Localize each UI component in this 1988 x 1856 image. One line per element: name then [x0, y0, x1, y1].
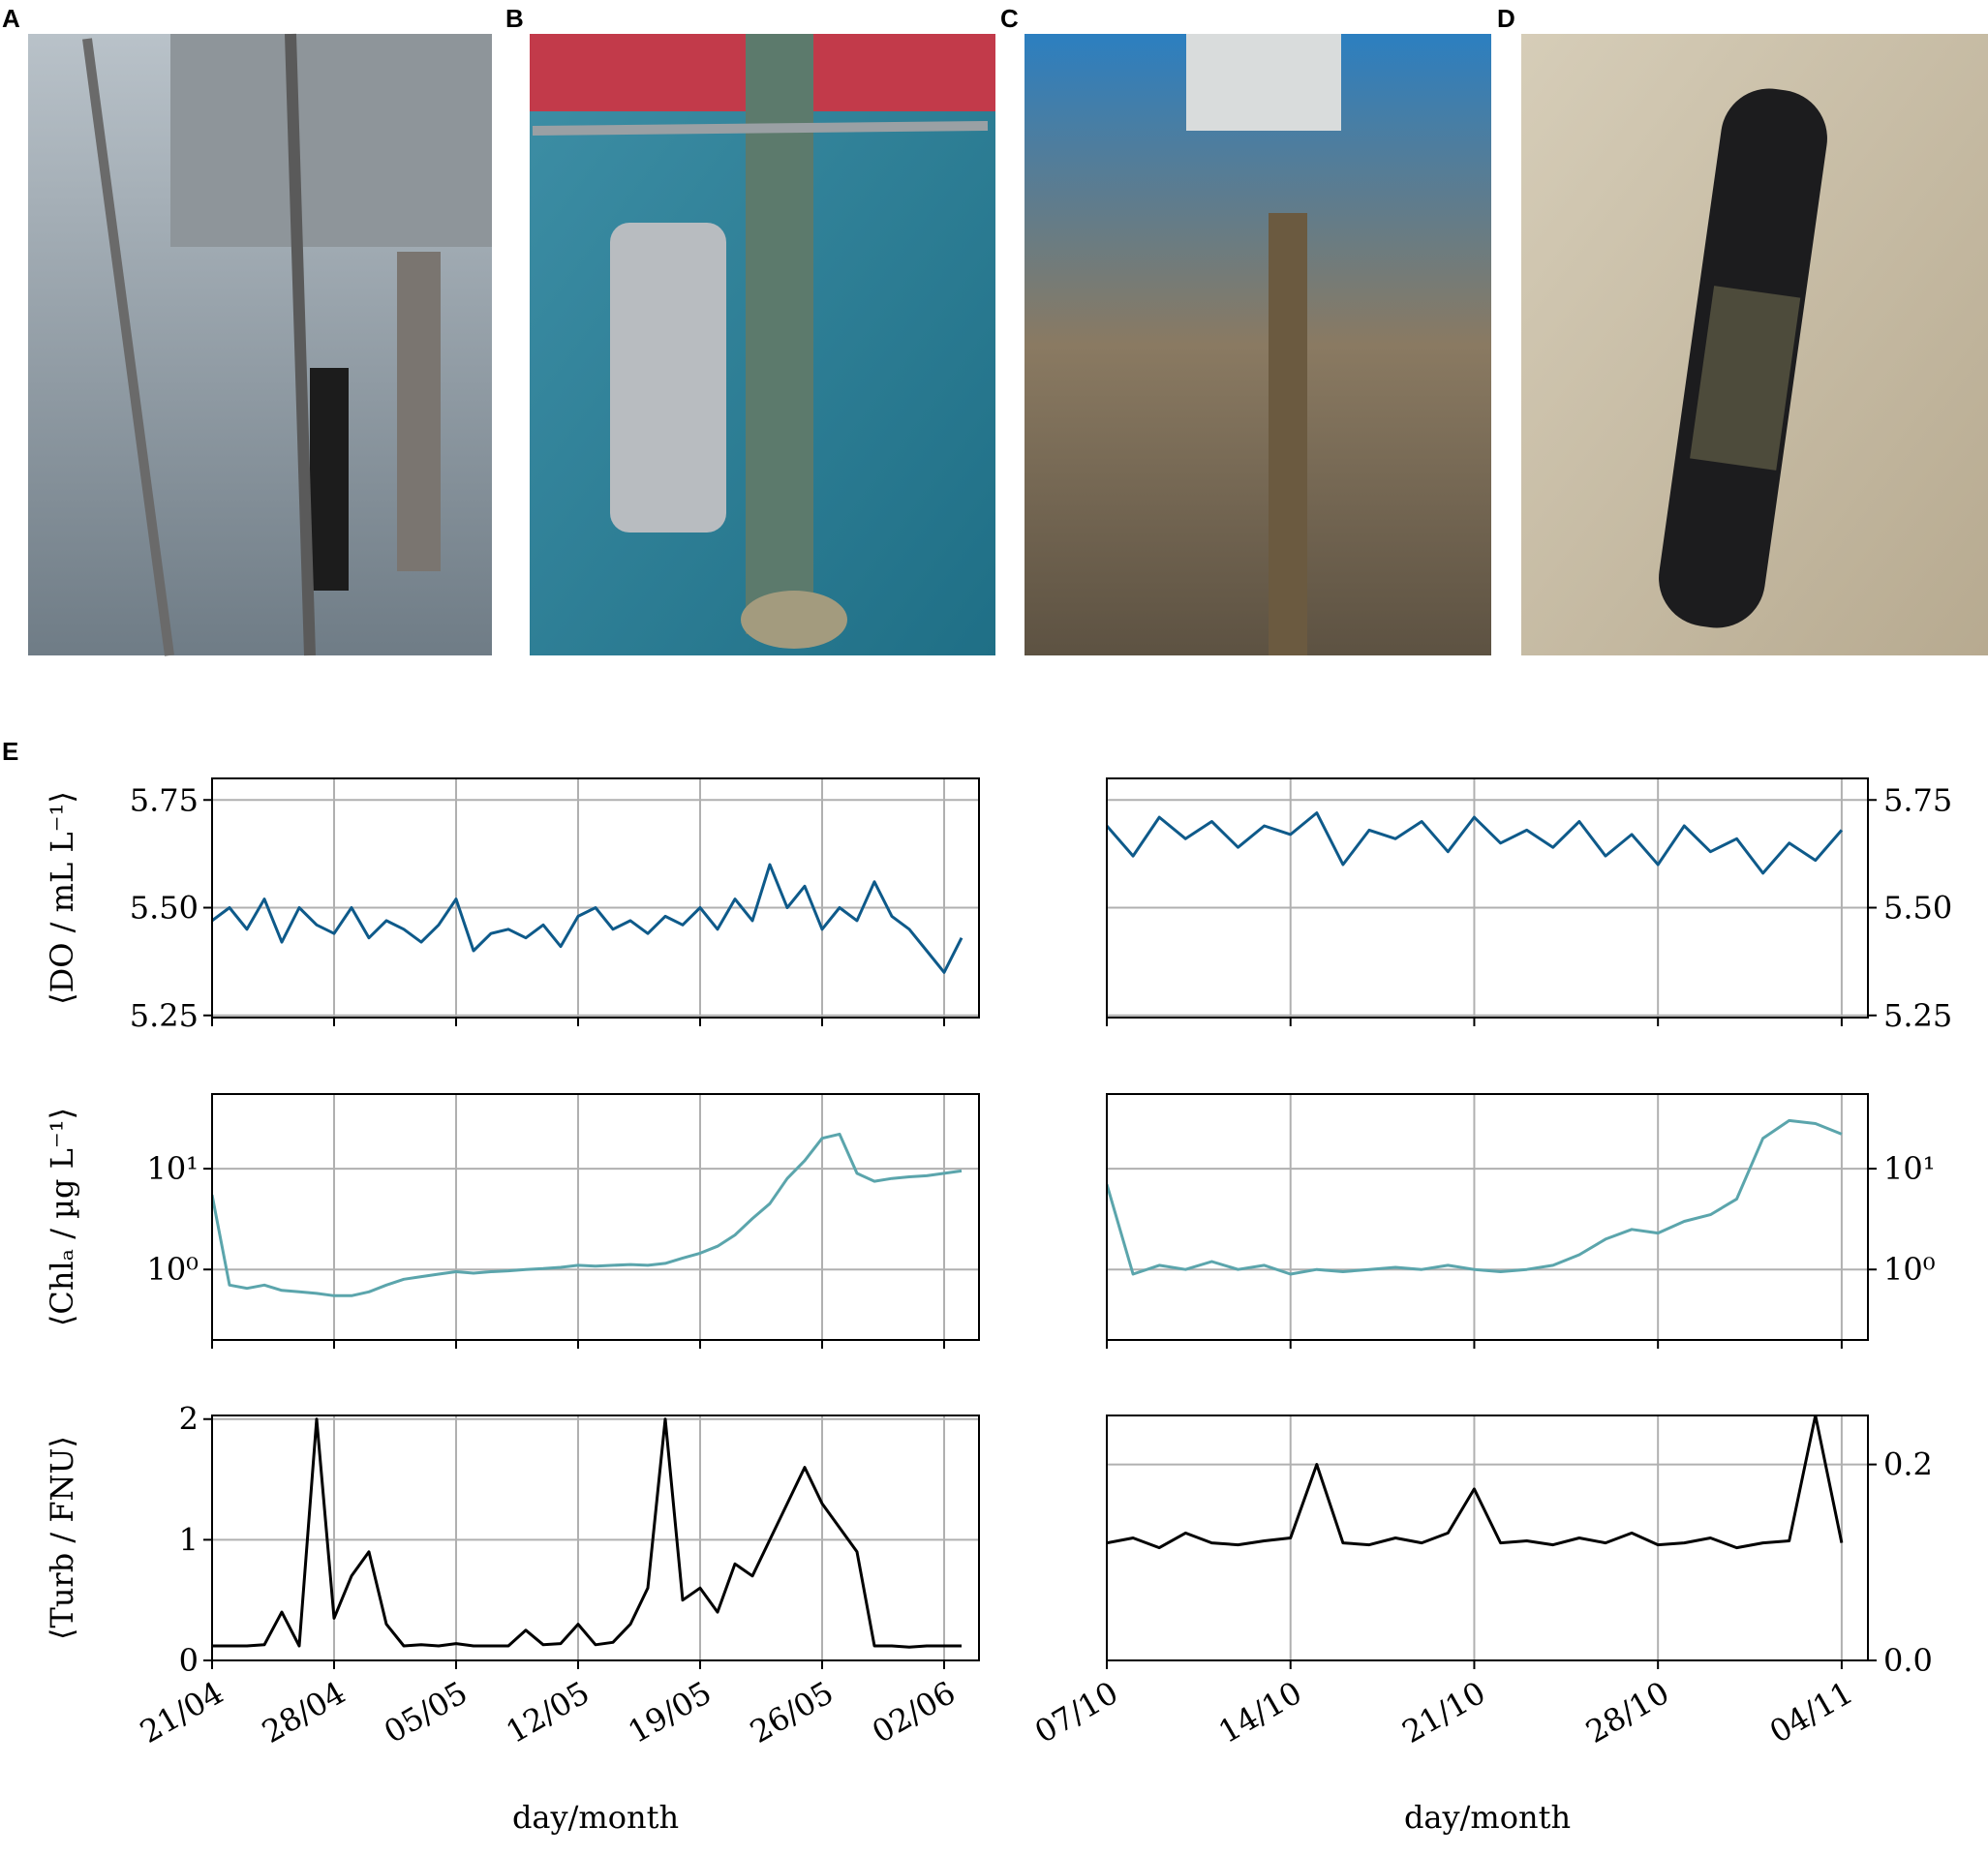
x-tick-label: 12/05 — [500, 1674, 596, 1750]
panel-label: B — [505, 4, 524, 33]
x-tick-label: 28/04 — [256, 1674, 352, 1750]
photo-a — [28, 33, 492, 656]
photo-c — [1025, 34, 1491, 655]
x-tick-label: 14/10 — [1212, 1674, 1308, 1750]
panel-label: C — [1000, 4, 1019, 33]
y-tick-label: 5.50 — [1883, 890, 1952, 927]
x-tick-label: 28/10 — [1579, 1674, 1675, 1750]
data-line — [212, 1132, 963, 1297]
plot-frame — [211, 1415, 980, 1661]
plot-frame — [1106, 1093, 1869, 1341]
data-line — [1107, 1118, 1843, 1276]
y-axis-label: ⟨Chlₐ / µg L⁻¹⟩ — [44, 1108, 80, 1326]
x-tick-label: 21/04 — [134, 1674, 229, 1750]
panel-label: D — [1497, 4, 1515, 33]
y-tick-label: 0.0 — [1883, 1642, 1933, 1679]
y-tick-label: 10⁰ — [146, 1251, 199, 1288]
y-axis-label: ⟨DO / mL L⁻¹⟩ — [44, 791, 80, 1005]
x-tick-label: 19/05 — [622, 1674, 718, 1750]
plot-frame — [1106, 777, 1869, 1019]
x-tick-label: 07/10 — [1028, 1674, 1124, 1750]
y-tick-label: 10⁰ — [1883, 1251, 1936, 1288]
photo-d — [1521, 34, 1988, 655]
y-tick-label: 5.25 — [1883, 997, 1952, 1034]
x-axis-label: day/month — [1404, 1799, 1571, 1836]
y-tick-label: 5.25 — [130, 997, 199, 1034]
y-tick-label: 5.50 — [130, 890, 199, 927]
x-tick-label: 26/05 — [744, 1674, 840, 1750]
chart-panel: 0.0 0.2 07/10 14/10 21/10 28/10 04/11 day/month — [1028, 1415, 1933, 1836]
y-tick-label: 5.75 — [1883, 781, 1952, 818]
plot-frame — [1106, 1415, 1869, 1661]
y-tick-label: 10¹ — [146, 1150, 199, 1187]
data-line — [212, 1417, 962, 1649]
panel-label: A — [2, 4, 20, 33]
x-tick-label: 04/11 — [1763, 1674, 1859, 1750]
plot-frame — [211, 777, 980, 1019]
y-tick-label: 2 — [179, 1401, 199, 1438]
data-line — [212, 863, 963, 974]
chart-panel: 10⁰ 10¹ — [1106, 1093, 1936, 1349]
x-tick-label: 05/05 — [378, 1674, 474, 1750]
photo-b — [530, 34, 995, 655]
y-tick-label: 5.75 — [130, 781, 199, 818]
chart-panel: 0 1 2 21/04 28/04 05/05 12/05 19/05 26/05 02/06 ⟨T… — [44, 1401, 980, 1836]
y-tick-label: 0 — [179, 1642, 199, 1679]
x-tick-label: 21/10 — [1396, 1674, 1492, 1750]
data-line — [1107, 811, 1844, 875]
chart-panel: 10⁰ 10¹ ⟨Chlₐ / µg L⁻¹⟩ — [44, 1093, 980, 1349]
y-tick-label: 10¹ — [1883, 1150, 1936, 1187]
y-axis-label: ⟨Turb / FNU⟩ — [44, 1436, 80, 1640]
x-tick-label: 02/06 — [866, 1674, 962, 1750]
x-axis-label: day/month — [512, 1799, 679, 1836]
data-line — [1107, 1415, 1844, 1550]
panel-label: E — [2, 737, 18, 766]
chart-panel: 5.25 5.50 5.75 ⟨DO / mL L⁻¹⟩ — [44, 777, 980, 1034]
y-tick-label: 1 — [179, 1521, 199, 1558]
plot-frame — [211, 1093, 980, 1341]
chart-panel: 5.25 5.50 5.75 — [1106, 777, 1952, 1034]
y-tick-label: 0.2 — [1883, 1446, 1933, 1483]
